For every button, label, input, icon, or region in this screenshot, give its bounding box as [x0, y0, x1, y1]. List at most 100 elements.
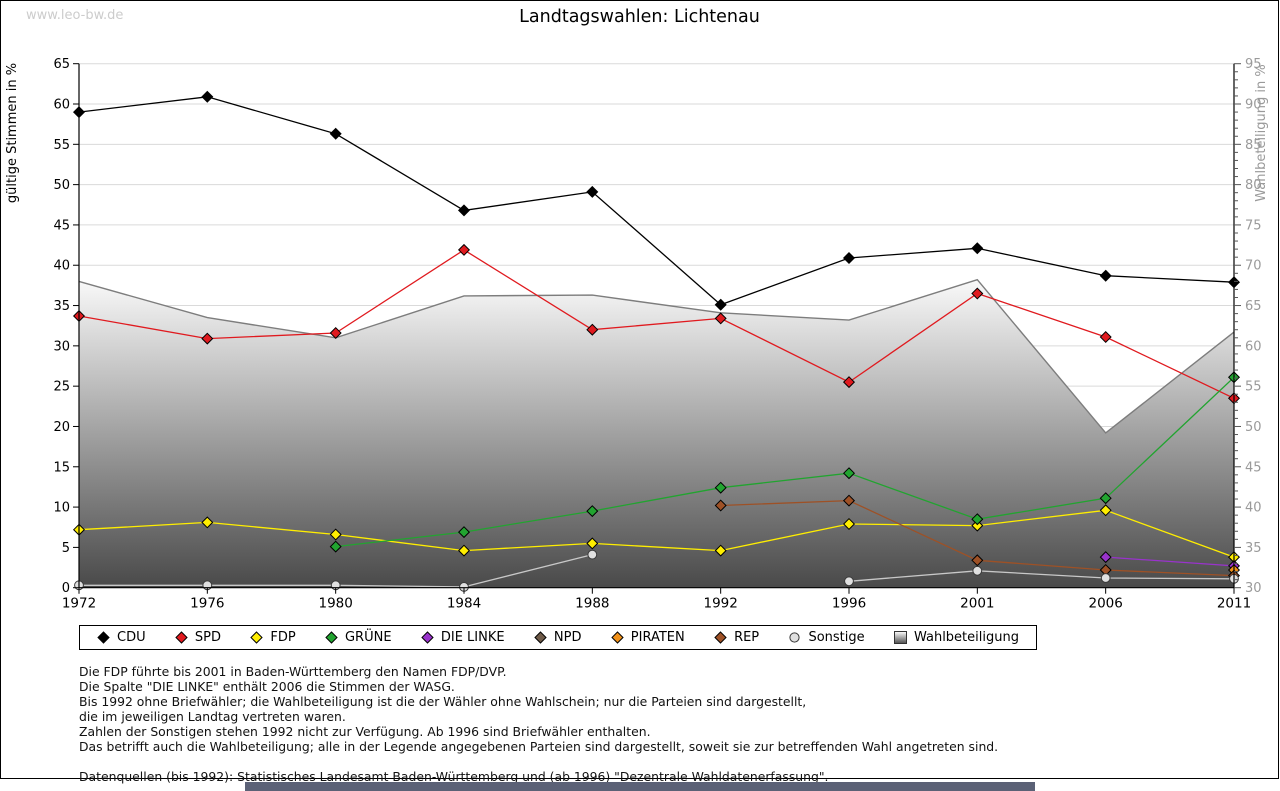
data-point — [586, 505, 599, 518]
data-point — [1099, 269, 1112, 282]
svg-text:75: 75 — [1245, 218, 1262, 233]
series-line — [78, 96, 1235, 306]
footnote-line: Datenquellen (bis 1992): Statistisches L… — [79, 769, 829, 784]
svg-text:80: 80 — [1245, 178, 1262, 193]
diamond-swatch-icon — [175, 631, 188, 644]
legend-item-fdp: FDP — [250, 630, 296, 645]
legend: CDU SPD FDP GRÜNE DIE LINKE NPD PIRATEN REP Sons… — [79, 625, 1037, 650]
svg-text:55: 55 — [53, 138, 70, 153]
footnote-line: die im jeweiligen Landtag vertreten ware… — [79, 709, 346, 724]
data-point — [329, 540, 342, 553]
svg-text:1984: 1984 — [447, 596, 481, 612]
data-point — [844, 576, 854, 587]
svg-text:0: 0 — [62, 581, 70, 596]
svg-text:60: 60 — [1245, 339, 1262, 354]
footnote-line: Die FDP führte bis 2001 in Baden-Württem… — [79, 664, 507, 679]
data-point — [842, 251, 856, 265]
gradient-square-swatch-icon — [893, 631, 907, 644]
svg-text:65: 65 — [53, 57, 70, 72]
wahlbeteiligung-line — [78, 278, 1235, 434]
svg-text:1980: 1980 — [318, 596, 352, 612]
data-point — [457, 243, 471, 256]
data-point — [971, 519, 984, 532]
data-point — [842, 376, 856, 389]
legend-label: FDP — [270, 630, 296, 645]
svg-text:40: 40 — [53, 259, 70, 274]
data-point — [842, 467, 856, 480]
data-point — [842, 517, 856, 531]
legend-label: Sonstige — [808, 630, 865, 645]
data-point — [972, 565, 983, 576]
data-point — [586, 537, 599, 550]
footnote-line: Die Spalte "DIE LINKE" enthält 2006 die … — [79, 679, 455, 694]
legend-item-spd: SPD — [175, 630, 221, 645]
svg-text:2006: 2006 — [1088, 596, 1122, 612]
election-line-chart: 0 5 10 15 20 25 30 35 40 45 50 55 60 65 30 35 40 45 50 55 60… — [5, 57, 1269, 612]
legend-item-piraten: PIRATEN — [611, 630, 685, 645]
series-line — [1105, 556, 1235, 567]
data-point — [329, 528, 342, 541]
diamond-swatch-icon — [325, 631, 338, 644]
svg-text:1992: 1992 — [703, 596, 737, 612]
legend-item-wahlbeteiligung: Wahlbeteiligung — [893, 630, 1019, 645]
svg-text:25: 25 — [53, 380, 70, 395]
data-point — [1100, 573, 1111, 583]
svg-text:1972: 1972 — [62, 596, 96, 612]
legend-item-rep: REP — [714, 630, 759, 645]
svg-text:5: 5 — [62, 541, 70, 556]
svg-text:60: 60 — [53, 98, 70, 113]
svg-text:85: 85 — [1245, 138, 1262, 153]
svg-text:35: 35 — [1245, 541, 1262, 556]
svg-text:45: 45 — [53, 218, 70, 233]
footnote-line: Das betrifft auch die Wahlbeteiligung; a… — [79, 739, 999, 754]
data-point — [329, 127, 342, 140]
footnote-line — [79, 754, 998, 769]
left-axis-title: gültige Stimmen in % — [5, 63, 20, 203]
diamond-swatch-icon — [421, 631, 434, 644]
svg-text:50: 50 — [1245, 420, 1262, 435]
data-point — [329, 326, 342, 340]
series-line — [78, 509, 1235, 558]
svg-text:45: 45 — [1245, 460, 1262, 475]
right-axis-title: Wahlbeteiligung in % — [1254, 64, 1269, 201]
footnote-line: Bis 1992 ohne Briefwähler; die Wahlbetei… — [79, 694, 807, 709]
data-point — [971, 242, 984, 255]
data-point — [457, 526, 471, 539]
svg-text:55: 55 — [1245, 380, 1262, 395]
legend-item-sonstige: Sonstige — [788, 630, 865, 645]
legend-item-die-linke: DIE LINKE — [421, 630, 505, 645]
diamond-swatch-icon — [250, 631, 264, 644]
series-line — [848, 570, 1235, 582]
data-point — [714, 499, 727, 512]
svg-text:90: 90 — [1245, 98, 1262, 113]
data-point — [586, 185, 599, 198]
svg-text:30: 30 — [1245, 581, 1262, 596]
legend-label: PIRATEN — [630, 630, 685, 645]
diamond-swatch-icon — [611, 631, 624, 644]
data-point — [1099, 504, 1112, 517]
data-point — [971, 513, 984, 526]
series-line — [335, 376, 1235, 548]
svg-text:40: 40 — [1245, 501, 1262, 516]
page-title: Landtagswahlen: Lichtenau — [519, 7, 760, 27]
data-point — [586, 323, 599, 336]
legend-label: SPD — [194, 630, 222, 645]
horizontal-scrollbar-thumb[interactable] — [245, 782, 1035, 791]
legend-label: GRÜNE — [344, 630, 392, 645]
svg-text:1988: 1988 — [575, 596, 609, 612]
svg-text:15: 15 — [53, 460, 70, 475]
diamond-swatch-icon — [714, 631, 727, 644]
data-point — [457, 544, 471, 557]
circle-swatch-icon — [788, 631, 801, 644]
legend-label: Wahlbeteiligung — [913, 630, 1019, 645]
watermark: www.leo-bw.de — [26, 8, 124, 23]
data-point — [1099, 492, 1112, 505]
diamond-swatch-icon — [97, 631, 110, 644]
data-point — [971, 287, 984, 300]
svg-text:50: 50 — [53, 178, 70, 193]
legend-label: NPD — [553, 630, 582, 645]
svg-text:20: 20 — [53, 420, 70, 435]
svg-text:2011: 2011 — [1217, 596, 1251, 612]
diamond-swatch-icon — [534, 631, 547, 644]
